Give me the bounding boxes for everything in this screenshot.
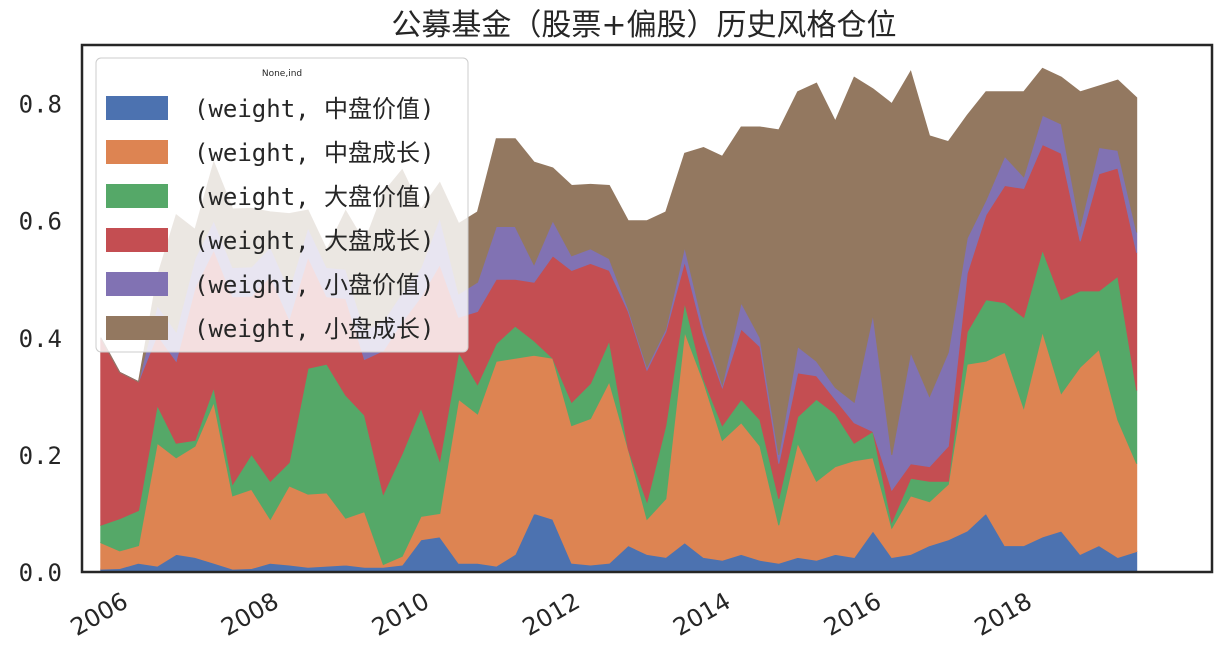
legend-label: (weight, 大盘成长) [194, 227, 435, 255]
plot-frame [80, 43, 1214, 574]
legend-label: (weight, 大盘价值) [194, 183, 435, 211]
chart-title: 公募基金（股票+偏股）历史风格仓位 [391, 8, 896, 43]
legend-box [95, 57, 469, 353]
x-tick-label: 2008 [216, 587, 283, 642]
y-tick-label: 0.0 [19, 559, 62, 587]
y-tick-label: 0.8 [19, 91, 62, 119]
legend-swatch [106, 184, 168, 208]
legend-label: (weight, 中盘价值) [194, 95, 435, 123]
y-axis-ticks: 0.0 0.2 0.4 0.6 0.8 [19, 91, 62, 587]
x-tick-label: 2012 [518, 587, 585, 642]
legend-title: None,ind [262, 69, 302, 79]
legend-swatch [106, 228, 168, 252]
y-tick-label: 0.4 [19, 325, 62, 353]
legend-swatch [106, 316, 168, 340]
x-axis-ticks: 2006 2008 2010 2012 2014 2016 2018 [66, 587, 1037, 642]
x-tick-label: 2018 [970, 587, 1037, 642]
x-tick-label: 2016 [819, 587, 886, 642]
legend-swatch [106, 96, 168, 120]
legend-label: (weight, 中盘成长) [194, 139, 435, 167]
x-tick-label: 2006 [66, 587, 133, 642]
legend: None,ind (weight, 中盘价值) (weight, 中盘成长) (wei… [95, 57, 469, 353]
x-tick-label: 2010 [367, 587, 434, 642]
legend-label: (weight, 小盘价值) [194, 271, 435, 299]
x-tick-label: 2014 [668, 587, 735, 642]
y-tick-label: 0.2 [19, 442, 62, 470]
legend-swatch [106, 140, 168, 164]
legend-swatch [106, 272, 168, 296]
y-tick-label: 0.6 [19, 208, 62, 236]
legend-label: (weight, 小盘成长) [194, 315, 435, 343]
